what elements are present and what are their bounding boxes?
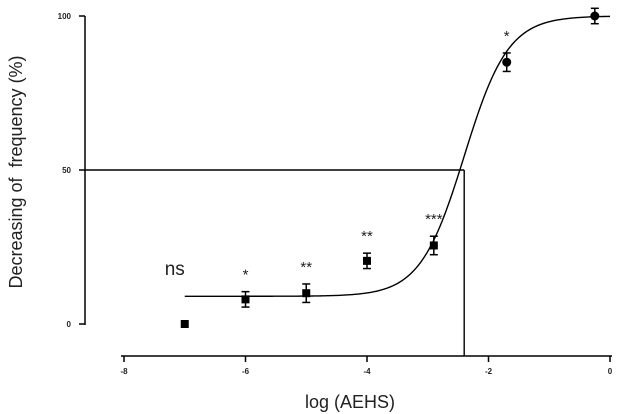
data-point-2: ** xyxy=(300,259,312,304)
marker xyxy=(590,11,600,21)
data-point-1: * xyxy=(241,267,250,308)
x-tick-label: -2 xyxy=(485,367,493,376)
y-tick-label-100: 100 xyxy=(58,12,72,21)
data-point-4: *** xyxy=(425,211,443,256)
marker xyxy=(302,289,311,298)
x-tick-label: -4 xyxy=(363,367,371,376)
marker xyxy=(429,241,438,250)
data-point-3: ** xyxy=(361,228,373,270)
significance-label: ** xyxy=(361,228,373,245)
data-point-6 xyxy=(590,7,600,25)
reference-lines xyxy=(85,169,465,356)
significance-label: * xyxy=(243,267,249,284)
fit-curve xyxy=(184,15,611,297)
x-ticks: -8 -6 -4 -2 0 xyxy=(120,356,613,376)
marker xyxy=(180,320,189,328)
marker xyxy=(363,256,371,265)
marker xyxy=(502,57,512,67)
significance-label: ns xyxy=(165,259,185,280)
data-points: ns * ******** xyxy=(165,7,600,328)
x-tick-label: 0 xyxy=(608,367,613,376)
y-tick-label-50: 50 xyxy=(62,166,71,175)
x-tick-label: -6 xyxy=(242,367,250,376)
significance-label: *** xyxy=(425,211,443,228)
y-axis-title: Decreasing of frequency (%) xyxy=(6,55,26,288)
marker xyxy=(241,295,250,304)
x-tick-label: -8 xyxy=(120,367,128,376)
y-tick-label-0: 0 xyxy=(67,320,72,329)
x-axis-title: log (AEHS) xyxy=(305,392,395,412)
data-point-5: * xyxy=(502,28,512,73)
x-axis: -8 -6 -4 -2 0 log (AEHS) xyxy=(120,355,613,412)
y-axis: 100 50 0 Decreasing of frequency (%) xyxy=(6,12,86,329)
significance-label: * xyxy=(504,28,510,45)
data-point-0: ns xyxy=(165,259,189,328)
significance-label: ** xyxy=(300,259,312,276)
